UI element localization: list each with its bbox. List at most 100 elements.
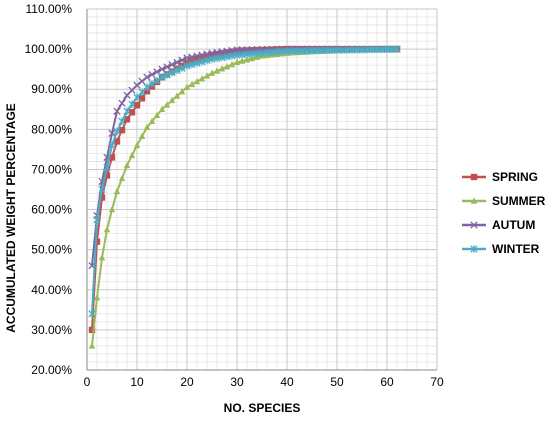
x-axis-label: NO. SPECIES [224, 401, 301, 415]
data-point-summer [168, 96, 176, 104]
data-point-winter [113, 127, 121, 136]
data-point-spring [213, 51, 221, 58]
data-point-autum [173, 58, 181, 67]
data-point-winter [108, 141, 116, 150]
data-point-winter [93, 215, 101, 224]
data-point-summer [113, 187, 121, 195]
x-tick-label: 50 [330, 375, 344, 389]
y-tick-label: 90.00% [31, 82, 72, 96]
data-point-winter [128, 100, 136, 108]
data-point-autum [178, 56, 186, 64]
data-point-winter [158, 73, 166, 81]
data-point-summer [203, 72, 211, 79]
data-point-spring [93, 238, 101, 245]
data-point-autum [143, 73, 151, 81]
data-point-winter [98, 185, 106, 194]
data-point-spring [108, 154, 116, 161]
data-point-summer [248, 54, 256, 62]
data-point-spring [138, 95, 146, 102]
series-line-spring [91, 48, 397, 330]
data-point-summer [193, 77, 201, 85]
data-point-summer [163, 101, 171, 108]
x-tick-label: 60 [380, 375, 394, 389]
data-point-summer [173, 92, 181, 99]
series-layer [88, 45, 401, 349]
data-point-winter [143, 83, 151, 91]
y-tick-label: 40.00% [31, 283, 72, 297]
data-point-spring [133, 102, 141, 109]
data-point-spring [123, 116, 131, 123]
grid [86, 8, 438, 371]
data-point-summer [133, 141, 141, 149]
x-tick-label: 0 [84, 375, 91, 389]
data-point-summer [233, 58, 241, 66]
data-point-summer [178, 87, 186, 95]
legend-marker [470, 173, 478, 181]
x-tick-label: 20 [180, 375, 194, 389]
data-point-summer [218, 65, 226, 72]
data-point-summer [128, 151, 136, 159]
y-tick-label: 70.00% [31, 162, 72, 176]
series-autum [88, 45, 401, 270]
data-point-winter [163, 71, 171, 79]
legend-item-summer: SUMMER [462, 194, 546, 208]
y-tick-label: 20.00% [31, 363, 72, 377]
data-point-spring [98, 194, 106, 201]
data-point-spring [203, 53, 211, 60]
x-tick-label: 70 [430, 375, 444, 389]
data-point-spring [208, 51, 216, 59]
data-point-summer [183, 83, 191, 90]
data-point-spring [118, 126, 126, 134]
y-tick-label: 60.00% [31, 203, 72, 217]
data-point-summer [213, 67, 221, 74]
data-point-summer [243, 56, 251, 63]
y-tick-label: 30.00% [31, 323, 72, 337]
data-point-spring [88, 326, 96, 334]
series-line-autum [91, 48, 397, 266]
data-point-summer [188, 80, 196, 88]
data-point-winter [103, 163, 111, 172]
data-point-winter [173, 66, 181, 75]
data-point-spring [218, 50, 226, 57]
data-point-autum [168, 61, 176, 69]
data-point-spring [103, 172, 111, 179]
data-point-spring [143, 88, 151, 95]
data-point-winter [148, 80, 156, 88]
legend-marker [470, 197, 478, 204]
data-point-winter [393, 45, 401, 53]
data-point-summer [148, 117, 156, 125]
data-point-spring [223, 49, 231, 56]
data-point-winter [88, 310, 96, 318]
data-point-summer [228, 60, 236, 68]
series-line-summer [91, 48, 398, 347]
legend: SPRING SUMMER AUTUM WINTER [462, 170, 546, 256]
axes: 0 10 20 30 40 50 60 70 20.00% 30.00% 40.00% 50.00% 6… [25, 2, 444, 389]
data-point-winter [118, 117, 126, 126]
data-point-autum [158, 65, 166, 73]
data-point-summer [123, 161, 131, 169]
data-point-autum [113, 107, 121, 115]
data-point-spring [128, 109, 136, 116]
data-point-summer [153, 111, 161, 118]
data-point-summer [108, 205, 116, 213]
data-point-autum [108, 129, 116, 138]
legend-item-autum: AUTUM [462, 218, 535, 232]
data-point-summer [158, 105, 166, 112]
data-point-winter [168, 68, 176, 77]
legend-label: AUTUM [492, 218, 535, 232]
legend-marker [470, 245, 478, 253]
data-point-summer [93, 294, 101, 301]
data-point-autum [163, 63, 171, 71]
data-point-summer [198, 75, 206, 82]
legend-item-spring: SPRING [462, 170, 538, 184]
series-winter [88, 45, 401, 318]
x-tick-label: 40 [280, 375, 294, 389]
data-point-winter [153, 76, 161, 85]
data-point-summer [138, 132, 146, 140]
y-tick-label: 100.00% [25, 42, 73, 56]
x-tick-label: 10 [130, 375, 144, 389]
data-point-winter [178, 64, 186, 72]
legend-label: SUMMER [492, 194, 546, 208]
legend-item-winter: WINTER [462, 242, 540, 256]
